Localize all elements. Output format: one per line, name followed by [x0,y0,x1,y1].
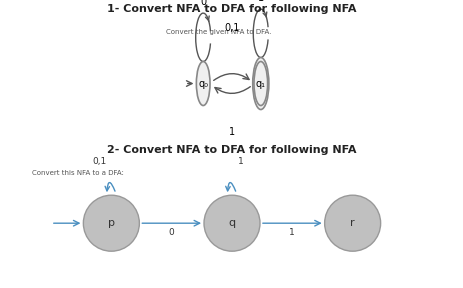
Text: 1: 1 [257,0,263,3]
Text: 2- Convert NFA to DFA for following NFA: 2- Convert NFA to DFA for following NFA [107,145,356,156]
Text: 1: 1 [238,158,244,166]
Ellipse shape [204,195,259,251]
Text: r: r [350,218,354,228]
Text: p: p [107,218,115,228]
Ellipse shape [324,195,380,251]
Text: 1: 1 [289,228,294,236]
Text: q₁: q₁ [255,79,265,88]
Ellipse shape [253,62,267,105]
Text: q: q [228,218,235,228]
Text: 1- Convert NFA to DFA for following NFA: 1- Convert NFA to DFA for following NFA [107,4,356,14]
Text: 0,1: 0,1 [224,23,239,33]
Ellipse shape [83,195,139,251]
Ellipse shape [196,62,210,105]
Text: 0: 0 [200,0,206,7]
Text: q₀: q₀ [198,79,208,88]
Text: Convert this NFA to a DFA:: Convert this NFA to a DFA: [32,170,124,176]
Text: Convert the given NFA to DFA.: Convert the given NFA to DFA. [165,29,270,35]
Text: 1: 1 [228,127,235,137]
Text: 0,1: 0,1 [93,158,106,166]
Ellipse shape [252,58,268,109]
Text: 0: 0 [169,228,174,236]
